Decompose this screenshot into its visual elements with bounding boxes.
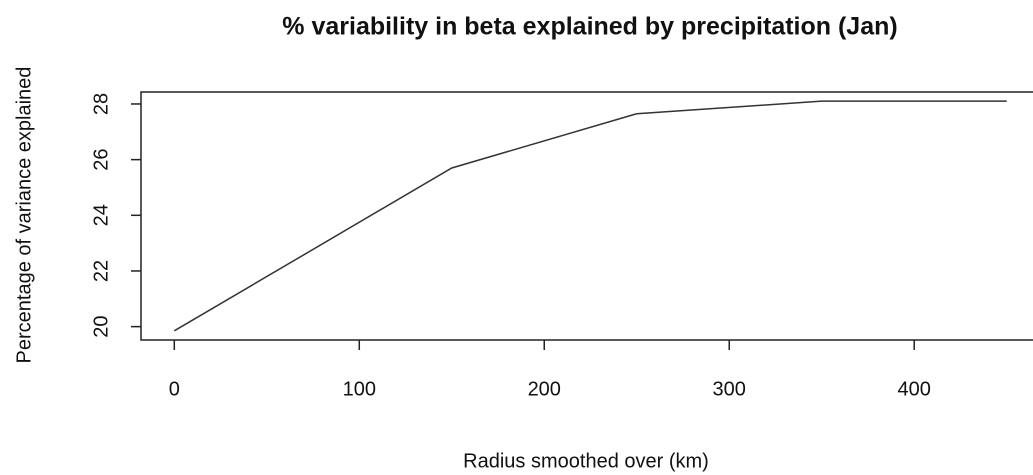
x-tick-label: 100 bbox=[343, 378, 376, 400]
chart-title: % variability in beta explained by preci… bbox=[282, 13, 897, 41]
y-axis-label: Percentage of variance explained bbox=[13, 67, 35, 364]
y-tick-label: 24 bbox=[90, 204, 112, 226]
x-tick-label: 200 bbox=[528, 378, 561, 400]
x-tick-label: 400 bbox=[898, 378, 931, 400]
data-line bbox=[173, 100, 1007, 332]
y-tick-label: 22 bbox=[90, 260, 112, 282]
y-tick-label: 20 bbox=[90, 316, 112, 338]
y-tick-label: 26 bbox=[90, 149, 112, 171]
x-axis-label: Radius smoothed over (km) bbox=[463, 450, 709, 472]
x-tick-label: 300 bbox=[713, 378, 746, 400]
y-tick-label: 28 bbox=[90, 93, 112, 115]
x-tick-label: 0 bbox=[169, 378, 180, 400]
plot-frame bbox=[140, 91, 1033, 341]
